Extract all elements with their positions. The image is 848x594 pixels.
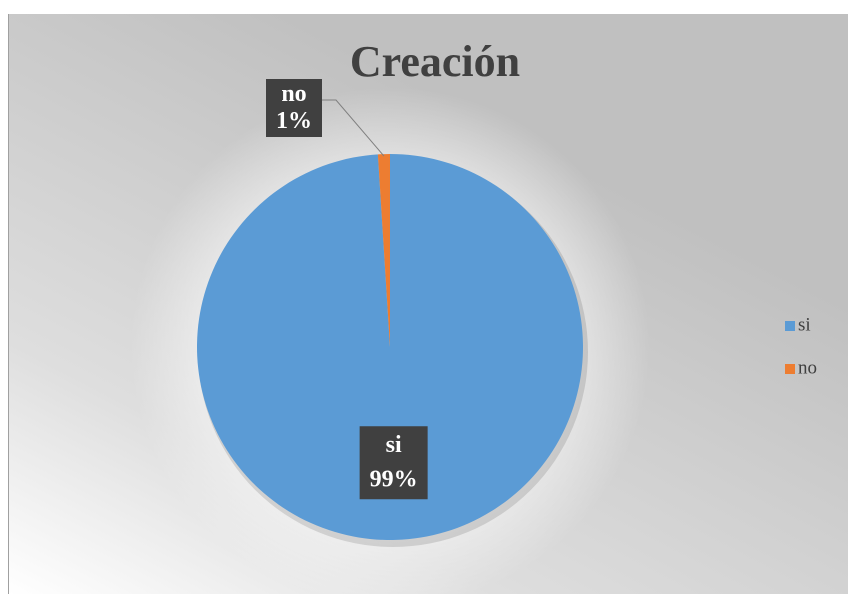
legend-swatch	[785, 321, 795, 331]
data-label-category: no	[281, 81, 306, 107]
data-label-category: si	[386, 432, 402, 458]
chart-title: Creación	[350, 37, 520, 86]
data-label-box	[359, 426, 428, 500]
legend-label: si	[798, 314, 811, 335]
leader-line	[322, 99, 385, 157]
data-labels: si 99% no1%	[266, 79, 428, 500]
data-label-box	[266, 79, 322, 137]
legend-label: no	[798, 357, 817, 378]
pie	[196, 154, 588, 547]
data-label-value: 1%	[276, 108, 312, 134]
legend-swatch	[785, 364, 795, 374]
legend: si no	[785, 314, 817, 378]
data-label-value: 99%	[370, 466, 418, 492]
pie-slice	[377, 154, 390, 347]
